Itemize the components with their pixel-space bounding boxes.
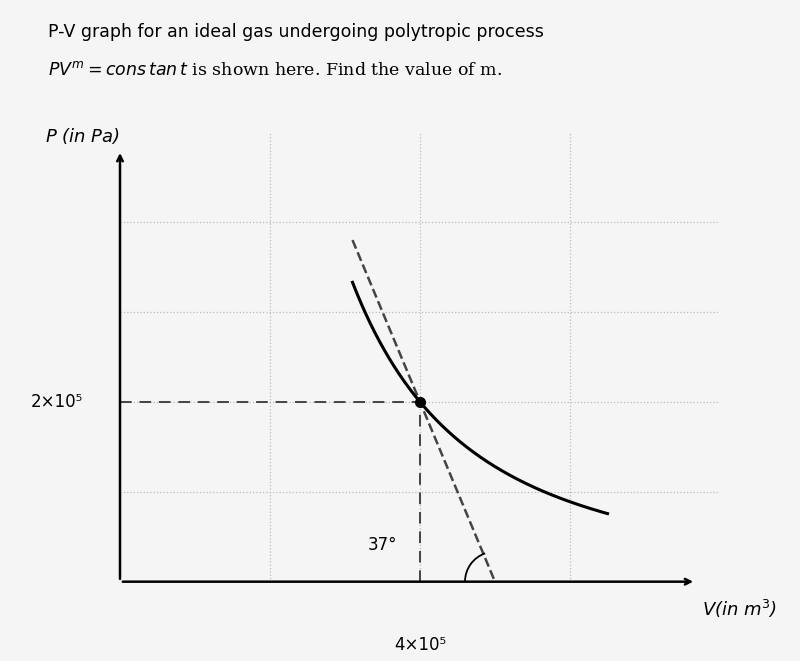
Text: $P$ (in Pa): $P$ (in Pa) (45, 126, 120, 145)
Text: 4×10⁵: 4×10⁵ (394, 636, 446, 654)
Text: 37°: 37° (367, 536, 397, 554)
Text: $V$(in m$^3$): $V$(in m$^3$) (702, 598, 777, 620)
Text: $PV^m = cons\,tan\,t$ is shown here. Find the value of m.: $PV^m = cons\,tan\,t$ is shown here. Fin… (48, 61, 502, 79)
Text: P-V graph for an ideal gas undergoing polytropic process: P-V graph for an ideal gas undergoing po… (48, 23, 544, 41)
Text: 2×10⁵: 2×10⁵ (30, 393, 82, 411)
